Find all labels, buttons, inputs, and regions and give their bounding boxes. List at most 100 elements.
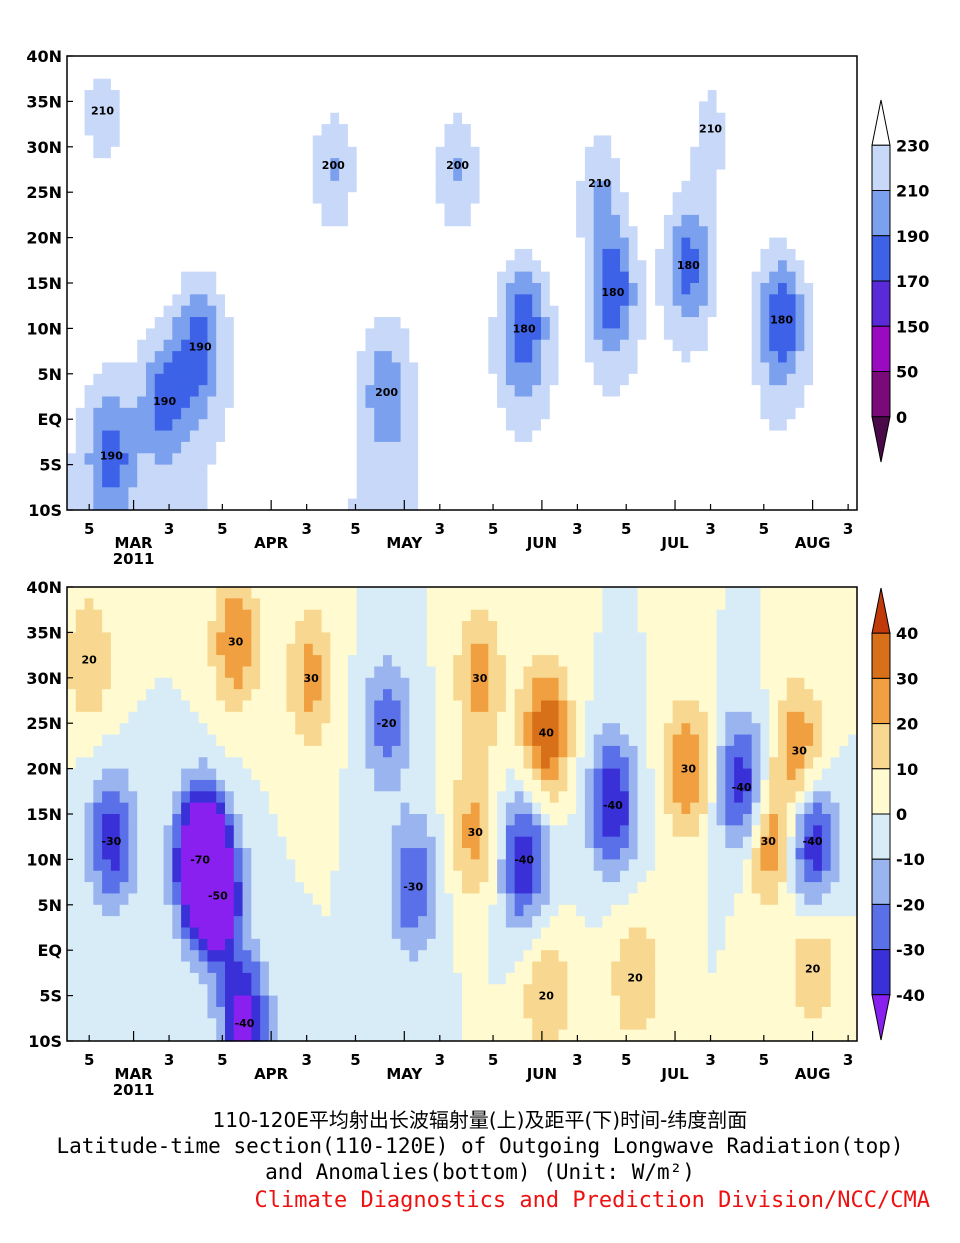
field-cell xyxy=(532,430,542,443)
field-cell xyxy=(813,90,823,102)
field-cell xyxy=(137,237,147,250)
field-cell xyxy=(813,689,823,702)
field-cell xyxy=(391,396,402,409)
field-cell xyxy=(672,723,683,736)
field-cell xyxy=(198,385,209,398)
field-cell xyxy=(163,192,173,205)
field-cell xyxy=(742,396,753,409)
field-cell xyxy=(751,487,762,500)
field-cell xyxy=(216,124,226,137)
field-cell xyxy=(268,78,279,91)
field-cell xyxy=(821,453,832,466)
field-cell xyxy=(690,407,700,420)
field-cell xyxy=(602,711,612,724)
field-cell xyxy=(409,430,419,443)
field-cell xyxy=(839,632,849,645)
field-cell xyxy=(479,609,489,622)
contour-label: 210 xyxy=(91,104,114,117)
field-cell xyxy=(453,328,463,341)
field-cell xyxy=(549,317,560,329)
field-cell xyxy=(488,351,498,364)
field-cell xyxy=(742,734,753,747)
field-cell xyxy=(146,430,156,443)
field-cell xyxy=(760,655,770,668)
field-cell xyxy=(505,124,516,137)
field-cell xyxy=(365,598,375,611)
field-cell xyxy=(479,339,489,352)
field-cell xyxy=(576,723,586,736)
field-cell xyxy=(760,305,770,318)
field-cell xyxy=(216,169,226,182)
field-cell xyxy=(295,214,305,227)
contour-label: 190 xyxy=(100,450,123,463)
field-cell xyxy=(505,598,516,611)
field-cell xyxy=(751,700,762,713)
field-cell xyxy=(558,135,568,148)
field-cell xyxy=(751,158,762,171)
field-cell xyxy=(225,135,235,148)
field-cell xyxy=(444,351,454,364)
field-cell xyxy=(751,362,762,375)
field-cell xyxy=(84,56,94,68)
field-cell xyxy=(312,700,323,713)
field-cell xyxy=(734,441,744,454)
field-cell xyxy=(181,169,191,182)
field-cell xyxy=(620,56,630,68)
field-cell xyxy=(181,135,191,148)
field-cell xyxy=(295,248,305,261)
field-cell xyxy=(576,90,586,102)
field-cell xyxy=(742,124,753,137)
field-cell xyxy=(189,441,200,454)
field-cell xyxy=(189,655,200,668)
field-cell xyxy=(312,180,323,193)
field-cell xyxy=(646,124,656,137)
field-cell xyxy=(751,260,762,273)
field-cell xyxy=(576,396,586,409)
field-cell xyxy=(181,385,191,398)
field-cell xyxy=(567,396,577,409)
field-cell xyxy=(786,248,797,261)
field-cell xyxy=(110,745,121,758)
field-cell xyxy=(137,419,147,432)
field-cell xyxy=(734,643,744,656)
field-cell xyxy=(462,396,472,409)
field-cell xyxy=(672,441,683,454)
field-cell xyxy=(725,385,735,398)
field-cell xyxy=(462,723,472,736)
field-cell xyxy=(637,203,647,216)
field-cell xyxy=(339,453,349,466)
field-cell xyxy=(128,101,138,114)
field-cell xyxy=(216,339,226,352)
field-cell xyxy=(470,124,481,137)
field-cell xyxy=(75,475,86,488)
field-cell xyxy=(742,226,753,239)
field-cell xyxy=(400,385,410,398)
field-cell xyxy=(795,700,805,713)
field-cell xyxy=(813,498,823,511)
field-cell xyxy=(84,101,94,114)
field-cell xyxy=(690,655,700,668)
field-cell xyxy=(523,67,533,80)
field-cell xyxy=(189,666,200,679)
field-cell xyxy=(567,146,577,159)
field-cell xyxy=(347,666,358,679)
field-cell xyxy=(848,317,858,329)
field-cell xyxy=(628,498,639,511)
field-cell xyxy=(567,689,577,702)
field-cell xyxy=(795,407,805,420)
field-cell xyxy=(725,396,735,409)
field-cell xyxy=(821,655,832,668)
field-cell xyxy=(655,248,665,261)
field-cell xyxy=(347,226,358,239)
field-cell xyxy=(84,385,94,398)
field-cell xyxy=(277,441,288,454)
field-cell xyxy=(690,112,700,125)
field-cell xyxy=(497,464,507,477)
field-cell xyxy=(795,305,805,318)
field-cell xyxy=(584,180,595,193)
field-cell xyxy=(198,498,209,511)
field-cell xyxy=(786,655,797,668)
field-cell xyxy=(339,248,349,261)
field-cell xyxy=(304,112,314,125)
field-cell xyxy=(628,237,639,250)
